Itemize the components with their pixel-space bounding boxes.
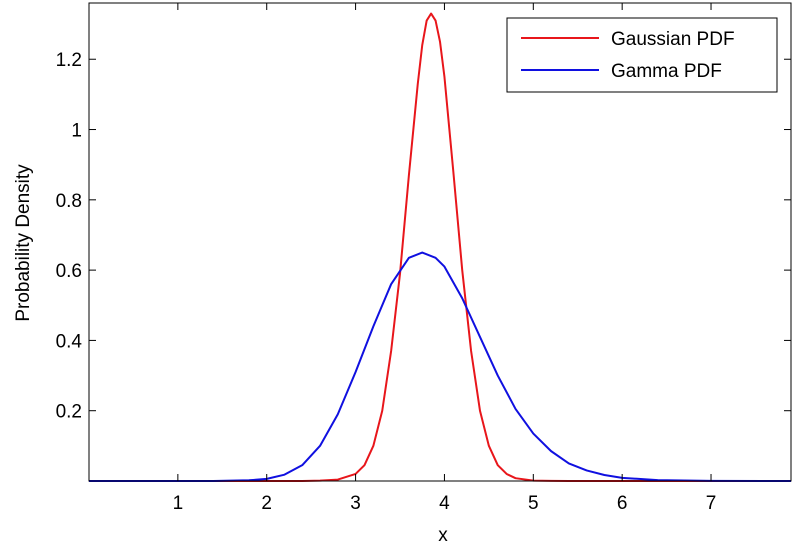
legend-box [506, 17, 778, 93]
y-tick-label-5: 1.2 [56, 50, 82, 71]
y-tick-label-0: 0.2 [56, 402, 82, 423]
y-tick-label-3: 0.8 [56, 191, 82, 212]
axes-box [88, 2, 792, 482]
x-tick-label-3: 4 [439, 493, 450, 514]
y-axis-ticks: 0.2 0.4 0.6 0.8 1 1.2 [56, 50, 791, 423]
y-axis-label: Probability Density [13, 164, 34, 322]
y-tick-label-1: 0.4 [56, 331, 83, 352]
x-tick-label-6: 7 [706, 493, 717, 514]
series-line-1 [89, 251, 792, 482]
x-axis-ticks: 1 2 3 4 5 6 7 [173, 3, 717, 514]
x-tick-label-2: 3 [350, 493, 361, 514]
series-line-0 [89, 12, 791, 482]
legend: Gaussian PDF Gamma PDF [506, 17, 778, 93]
x-tick-label-4: 5 [528, 493, 539, 514]
y-tick-label-4: 1 [71, 121, 82, 142]
x-tick-label-0: 1 [173, 493, 184, 514]
y-tick-label-2: 0.6 [56, 261, 82, 282]
legend-label-gaussian: Gaussian PDF [611, 29, 735, 50]
series-layer [89, 12, 792, 482]
x-tick-label-5: 6 [617, 493, 628, 514]
legend-label-gamma: Gamma PDF [611, 61, 722, 82]
x-tick-label-1: 2 [261, 493, 272, 514]
x-axis-label: x [438, 525, 448, 545]
